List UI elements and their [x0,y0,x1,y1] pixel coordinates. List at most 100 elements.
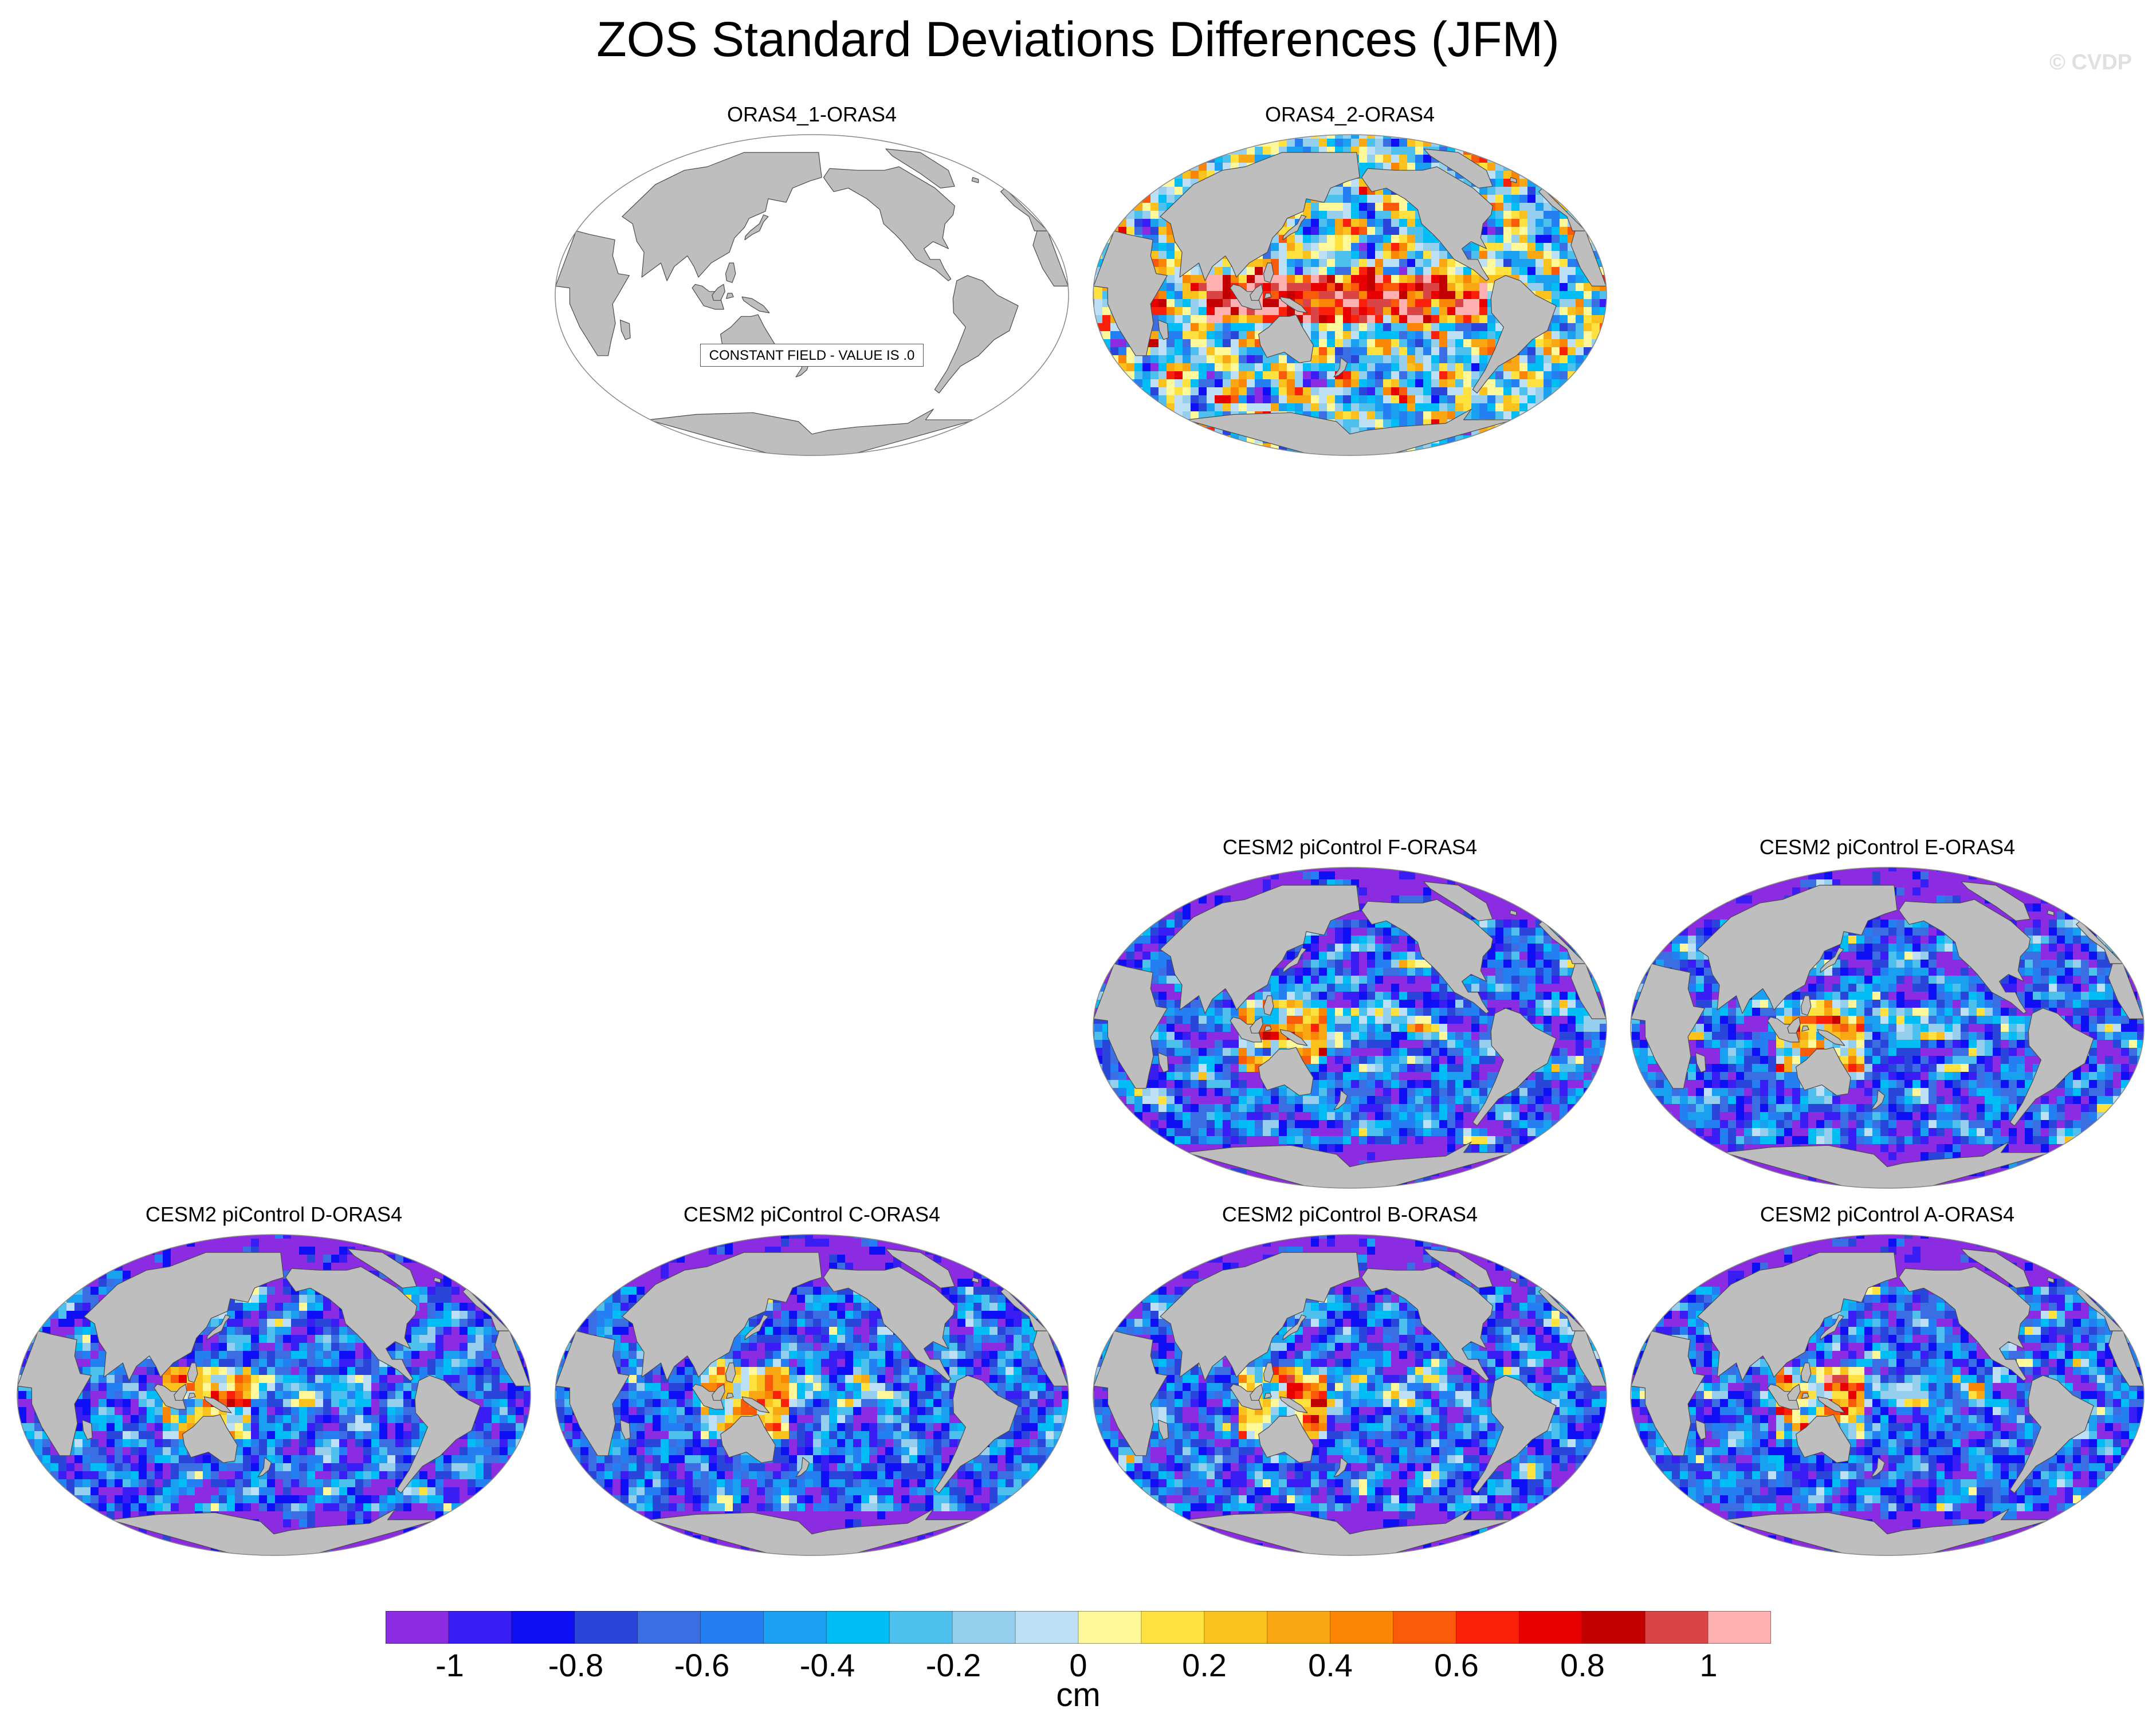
field-cell [1407,871,1416,880]
field-cell [1391,1112,1400,1121]
field-cell [1568,1096,1576,1105]
field-cell [1503,195,1512,203]
field-cell [1118,895,1127,904]
field-cell [1279,1016,1287,1024]
field-cell [1359,395,1368,404]
field-cell [1479,871,1488,880]
field-cell [1351,195,1360,203]
field-cell [1415,251,1424,260]
field-cell [1527,928,1536,936]
field-cell [1600,139,1607,147]
field-cell [1094,1024,1103,1032]
field-cell [1455,1024,1464,1032]
field-cell [1167,1032,1175,1040]
field-cell [1359,1128,1368,1137]
field-cell [1367,1080,1376,1089]
field-cell [1568,1120,1576,1129]
field-cell [1327,1088,1336,1097]
field-cell [1175,895,1183,904]
field-cell [1511,139,1520,147]
field-cell [1359,867,1368,872]
field-cell [1608,1064,1613,1072]
land-mass [1472,275,1557,394]
field-cell [1527,936,1536,944]
field-cell [1215,1008,1223,1016]
field-cell [1207,355,1215,364]
field-cell [1399,887,1408,896]
field-cell [1552,1096,1560,1105]
field-cell [1415,355,1424,364]
field-cell [1102,355,1111,364]
field-cell [1311,363,1319,372]
field-cell [1576,920,1584,928]
field-cell [1552,435,1560,444]
field-cell [1600,259,1607,268]
field-cell [1150,147,1159,155]
field-cell [1519,411,1528,420]
field-cell [1391,147,1400,155]
field-cell [1118,339,1127,348]
field-cell [1335,387,1344,396]
field-cell [1158,155,1167,163]
field-cell [1335,307,1344,316]
field-cell [1231,1080,1239,1089]
field-cell [1383,275,1392,284]
field-cell [1183,1104,1191,1113]
field-cell [1359,1080,1368,1089]
field-cell [1399,371,1408,380]
field-cell [1463,867,1472,872]
field-cell [1375,243,1384,252]
field-cell [1535,936,1544,944]
field-cell [1576,139,1584,147]
field-cell [1535,435,1544,444]
field-cell [1431,1120,1440,1129]
field-cell [1343,867,1352,872]
field-cell [1279,135,1287,139]
field-cell [1247,879,1255,888]
field-cell [1415,960,1424,968]
field-cell [1239,147,1247,155]
field-cell [1367,1088,1376,1097]
field-cell [1255,267,1263,276]
field-cell [1271,387,1279,396]
field-cell [1511,936,1520,944]
field-cell [1415,347,1424,356]
field-cell [1327,219,1336,227]
field-cell [1560,395,1568,404]
field-cell [1511,960,1520,968]
field-cell [1495,203,1504,211]
field-cell [1439,355,1448,364]
field-cell [1093,307,1095,316]
field-cell [1568,355,1576,364]
field-cell [1375,155,1384,163]
field-cell [1367,936,1376,944]
field-cell [1327,1064,1336,1072]
field-cell [1102,871,1111,880]
field-cell [1142,1096,1151,1105]
field-cell [1126,395,1135,404]
field-cell [1495,195,1504,203]
field-cell [1375,952,1384,960]
field-cell [1343,1080,1352,1089]
field-cell [1110,867,1119,872]
field-cell [1383,227,1392,235]
field-cell [1126,1128,1135,1137]
field-cell [1118,867,1127,872]
field-cell [1423,984,1432,992]
field-cell [1399,139,1408,147]
field-cell [1535,371,1544,380]
field-cell [1479,299,1488,308]
field-cell [1431,347,1440,356]
field-cell [1463,275,1472,284]
field-cell [1319,1128,1328,1137]
field-cell [1527,1112,1536,1121]
field-cell [1183,379,1191,388]
field-cell [1399,1128,1408,1137]
field-cell [1231,339,1239,348]
field-cell [1343,1120,1352,1129]
field-cell [1471,1088,1480,1097]
field-cell [1319,1096,1328,1105]
field-cell [1552,451,1560,455]
field-cell [1239,1080,1247,1089]
field-cell [1271,451,1279,455]
